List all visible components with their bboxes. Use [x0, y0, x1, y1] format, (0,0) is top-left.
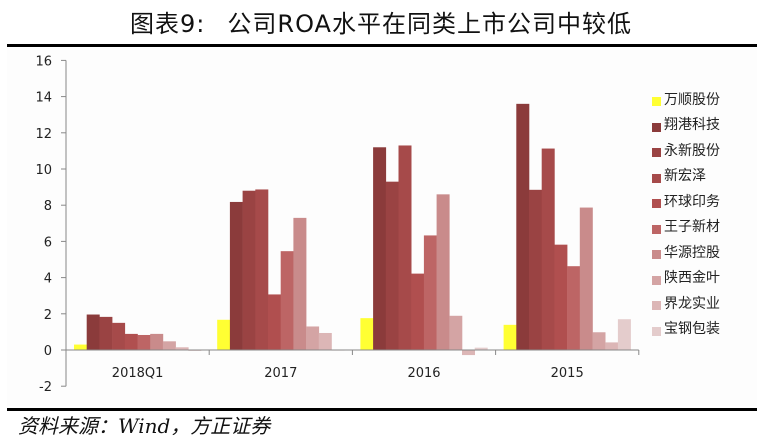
legend-label: 华源控股 — [664, 244, 720, 261]
bar-界龙实业-2016 — [462, 350, 475, 356]
legend-label: 永新股份 — [664, 142, 720, 159]
legend-swatch — [652, 199, 661, 209]
bar-王子新材-2016 — [423, 235, 437, 350]
bar-环球印务-2018Q1 — [124, 333, 138, 350]
legend-item: 环球印务 — [652, 188, 720, 214]
y-tick-label: 12 — [35, 127, 52, 142]
bar-新宏泽-2016 — [398, 145, 412, 350]
figure-title-text: 公司ROA水平在同类上市公司中较低 — [227, 10, 632, 38]
bar-华源控股-2015 — [579, 207, 593, 350]
bar-陕西金叶-2017 — [306, 326, 320, 350]
y-tick-label: -2 — [39, 380, 52, 395]
bar-万顺股份-2017 — [217, 319, 231, 350]
bar-万顺股份-2018Q1 — [74, 344, 87, 350]
y-tick-label: 4 — [44, 272, 52, 287]
legend-swatch — [652, 250, 661, 260]
legend-swatch — [652, 224, 661, 234]
x-category-label: 2015 — [551, 366, 584, 381]
legend-item: 王子新材 — [652, 214, 720, 240]
bar-华源控股-2016 — [436, 194, 450, 350]
bar-翔港科技-2018Q1 — [86, 314, 100, 350]
bar-界龙实业-2017 — [318, 332, 332, 350]
legend-label: 界龙实业 — [664, 295, 720, 312]
y-tick-label: 14 — [35, 91, 52, 106]
bar-新宏泽-2018Q1 — [112, 322, 126, 350]
bar-永新股份-2018Q1 — [99, 316, 113, 350]
bar-王子新材-2018Q1 — [137, 334, 151, 350]
top-rule — [7, 44, 757, 47]
source-note: 资料来源：Wind，方正证券 — [18, 414, 271, 438]
legend-item: 翔港科技 — [652, 112, 720, 138]
bar-华源控股-2018Q1 — [150, 333, 164, 350]
bar-王子新材-2015 — [567, 266, 581, 350]
legend-label: 宝钢包装 — [664, 321, 720, 338]
legend-item: 陕西金叶 — [652, 265, 720, 291]
bar-永新股份-2017 — [242, 190, 256, 350]
legend-item: 界龙实业 — [652, 290, 720, 316]
y-tick-label: 6 — [44, 235, 52, 250]
bottom-rule — [7, 408, 757, 411]
bar-万顺股份-2015 — [503, 324, 517, 350]
y-tick-label: 0 — [44, 344, 52, 359]
legend-item: 新宏泽 — [652, 163, 720, 189]
y-tick-label: 10 — [35, 163, 52, 178]
bar-新宏泽-2015 — [541, 148, 555, 350]
bar-翔港科技-2016 — [373, 147, 387, 350]
bar-环球印务-2016 — [411, 273, 425, 350]
legend-swatch — [652, 148, 661, 158]
legend-item: 永新股份 — [652, 137, 720, 163]
legend-swatch — [652, 173, 661, 183]
legend-item: 宝钢包装 — [652, 316, 720, 342]
x-category-label: 2016 — [407, 366, 440, 381]
x-category-label: 2017 — [264, 366, 297, 381]
bar-界龙实业-2015 — [605, 342, 619, 350]
bar-陕西金叶-2015 — [592, 332, 606, 350]
bar-界龙实业-2018Q1 — [175, 347, 189, 350]
bar-华源控股-2017 — [293, 217, 307, 350]
legend-item: 万顺股份 — [652, 86, 720, 112]
legend-label: 陕西金叶 — [664, 270, 720, 287]
legend-item: 华源控股 — [652, 239, 720, 265]
legend-label: 翔港科技 — [664, 117, 720, 134]
legend-swatch — [652, 326, 661, 336]
bar-翔港科技-2017 — [229, 201, 243, 350]
legend-swatch — [652, 301, 661, 311]
bar-翔港科技-2015 — [516, 103, 530, 350]
figure-number: 图表9: — [130, 10, 206, 38]
bar-新宏泽-2017 — [255, 189, 269, 350]
legend-label: 环球印务 — [664, 193, 720, 210]
bar-永新股份-2015 — [529, 189, 542, 350]
bar-王子新材-2017 — [280, 251, 294, 350]
chart-legend: 万顺股份翔港科技永新股份新宏泽环球印务王子新材华源控股陕西金叶界龙实业宝钢包装 — [652, 86, 720, 341]
bar-环球印务-2017 — [268, 294, 281, 350]
bar-万顺股份-2016 — [360, 318, 374, 350]
legend-swatch — [652, 122, 661, 132]
legend-label: 新宏泽 — [664, 168, 706, 185]
legend-label: 万顺股份 — [664, 91, 720, 108]
legend-label: 王子新材 — [664, 219, 720, 236]
y-tick-label: 8 — [44, 199, 52, 214]
bar-陕西金叶-2018Q1 — [162, 341, 176, 350]
bar-陕西金叶-2016 — [449, 315, 463, 350]
legend-swatch — [652, 97, 661, 107]
bar-宝钢包装-2015 — [617, 319, 631, 350]
x-category-label: 2018Q1 — [112, 366, 164, 381]
bar-永新股份-2016 — [385, 181, 399, 350]
bar-环球印务-2015 — [554, 244, 568, 350]
legend-swatch — [652, 275, 661, 285]
y-tick-label: 2 — [44, 308, 52, 323]
figure-title: 图表9: 公司ROA水平在同类上市公司中较低 — [0, 4, 762, 39]
bar-宝钢包装-2016 — [474, 347, 488, 350]
y-tick-label: 16 — [35, 54, 52, 69]
